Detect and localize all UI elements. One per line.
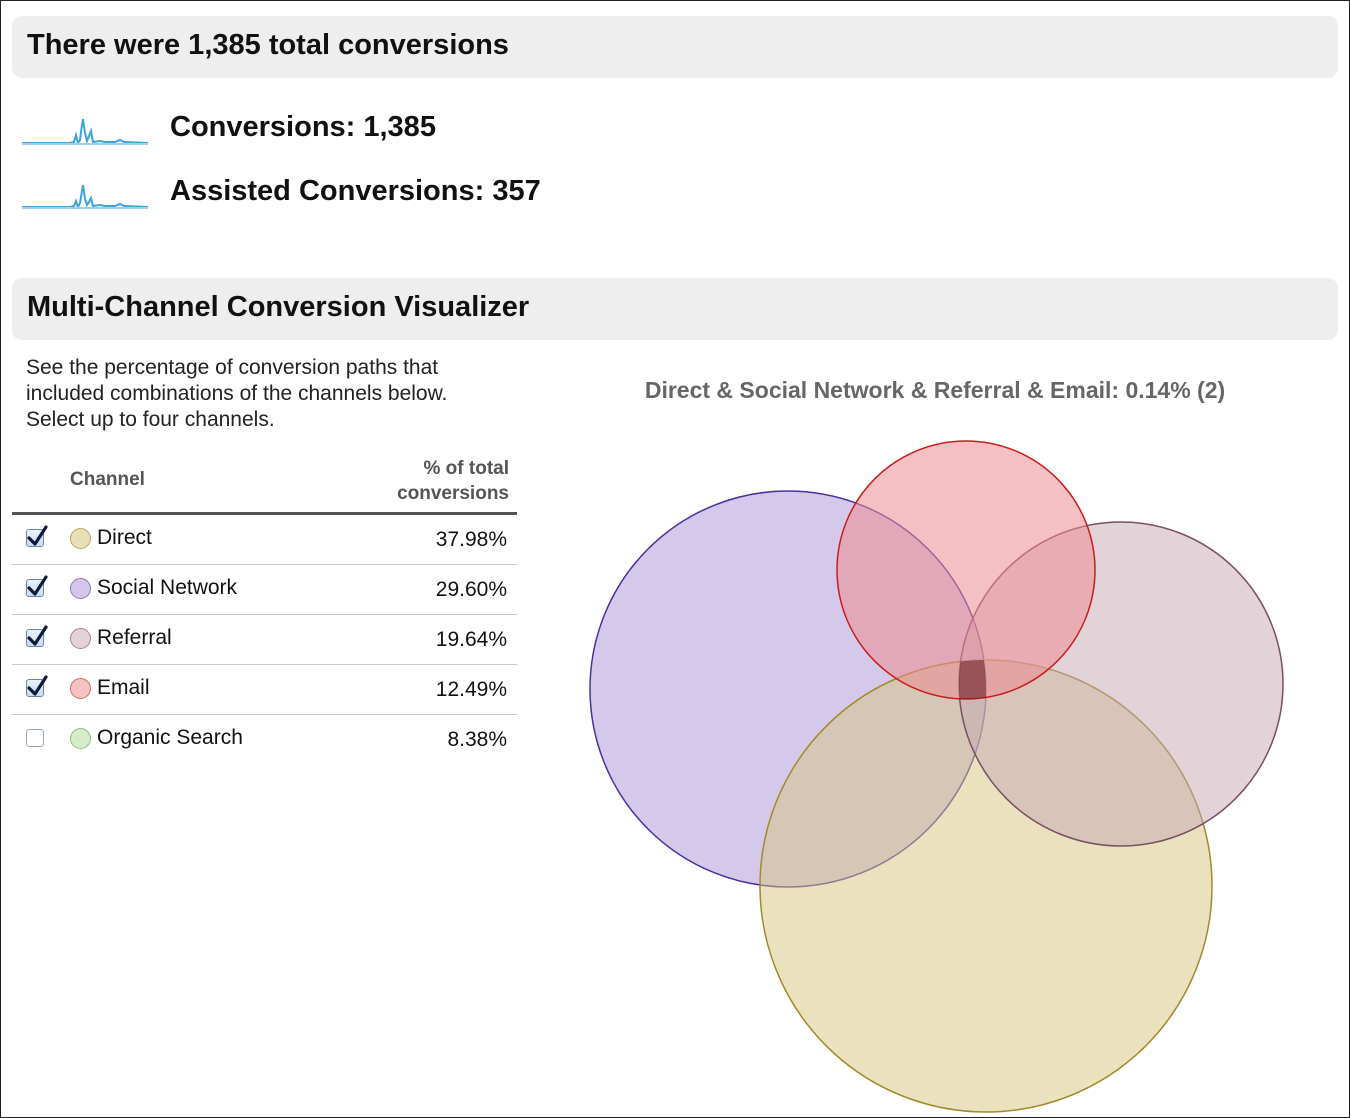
channel-name: Social Network xyxy=(97,576,238,599)
channel-color-dot xyxy=(70,578,91,599)
sparkline-chart-icon xyxy=(22,118,149,146)
visualizer-intro: See the percentage of conversion paths t… xyxy=(26,356,448,431)
visualizer-title: Multi-Channel Conversion Visualizer xyxy=(27,291,530,323)
channel-checkbox[interactable] xyxy=(26,729,44,747)
venn-diagram xyxy=(589,440,1284,1113)
channel-color-dot xyxy=(70,678,91,699)
channel-row[interactable]: Direct 37.98% xyxy=(12,515,517,565)
visualizer-header: Multi-Channel Conversion Visualizer xyxy=(12,278,1338,340)
channel-pct: 8.38% xyxy=(447,728,507,751)
channel-pct: 19.64% xyxy=(435,628,507,651)
conversions-label: Conversions: 1,385 xyxy=(170,111,436,143)
assisted-conversions-label: Assisted Conversions: 357 xyxy=(170,175,541,207)
venn-circle-email[interactable] xyxy=(836,440,1096,700)
column-header-pct[interactable]: % of total conversions xyxy=(397,456,509,506)
channel-checkbox[interactable] xyxy=(26,525,48,547)
metric-conversions[interactable]: Conversions: 1,385 xyxy=(20,103,720,153)
sparkline-chart-icon xyxy=(22,184,149,210)
channel-pct: 12.49% xyxy=(435,678,507,701)
channel-checkbox[interactable] xyxy=(26,625,48,647)
channel-row[interactable]: Email 12.49% xyxy=(12,665,517,715)
metric-assisted-conversions[interactable]: Assisted Conversions: 357 xyxy=(20,167,720,217)
summary-title: There were 1,385 total conversions xyxy=(27,29,509,61)
channel-name: Email xyxy=(97,676,150,699)
checkmark-icon xyxy=(27,625,48,646)
venn-title: Direct & Social Network & Referral & Ema… xyxy=(644,377,1226,403)
checkmark-icon xyxy=(27,525,48,546)
checkmark-icon xyxy=(27,575,48,596)
channel-color-dot xyxy=(70,528,91,549)
channel-name: Direct xyxy=(97,526,152,549)
channel-color-dot xyxy=(70,728,91,749)
channel-row[interactable]: Referral 19.64% xyxy=(12,615,517,665)
summary-header: There were 1,385 total conversions xyxy=(12,16,1338,78)
channel-checkbox[interactable] xyxy=(26,575,48,597)
channel-row[interactable]: Organic Search 8.38% xyxy=(12,715,517,764)
column-header-pct-line2: conversions xyxy=(397,483,509,504)
column-header-pct-line1: % of total xyxy=(423,458,510,479)
checkmark-icon xyxy=(27,675,48,696)
column-header-channel[interactable]: Channel xyxy=(70,469,145,490)
channel-pct: 29.60% xyxy=(435,578,507,601)
channel-pct: 37.98% xyxy=(435,528,507,551)
channel-table: Channel % of total conversions Direct 37.… xyxy=(12,452,517,764)
channel-color-dot xyxy=(70,628,91,649)
channel-table-header: Channel % of total conversions xyxy=(12,452,517,515)
channel-row[interactable]: Social Network 29.60% xyxy=(12,565,517,615)
channel-name: Organic Search xyxy=(97,726,243,749)
channel-checkbox[interactable] xyxy=(26,675,48,697)
channel-name: Referral xyxy=(97,626,172,649)
